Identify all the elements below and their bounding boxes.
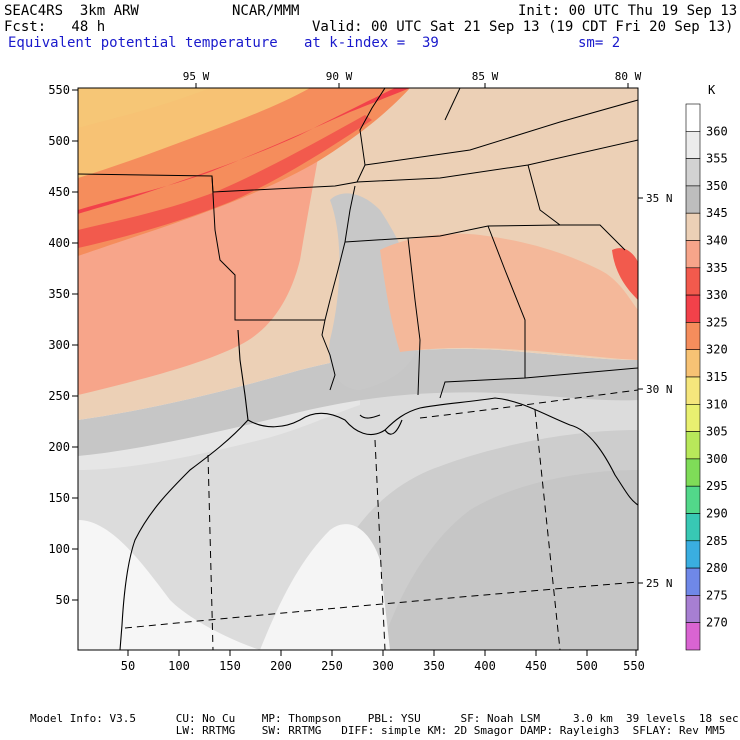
lon-tick-marks <box>195 83 629 88</box>
legend-label: 345 <box>706 206 728 220</box>
lat-tick-marks <box>638 197 643 584</box>
x-tick-label: 50 <box>121 659 135 673</box>
y-tick-label: 250 <box>48 389 70 403</box>
legend-unit: K <box>708 83 716 97</box>
y-tick-label: 350 <box>48 287 70 301</box>
coastline <box>119 329 638 650</box>
legend-label: 300 <box>706 452 728 466</box>
smoothing-label: sm= 2 <box>578 35 621 51</box>
legend-swatch <box>685 458 701 487</box>
lon-label: 95 W <box>183 70 210 83</box>
x-tick-label: 150 <box>219 659 241 673</box>
legend-label: 310 <box>706 397 728 411</box>
legend-swatch <box>685 185 701 214</box>
x-tick-label: 250 <box>321 659 343 673</box>
legend-swatch <box>685 622 701 651</box>
legend-swatch <box>685 540 701 569</box>
field-name: Equivalent potential temperature <box>8 35 278 51</box>
legend-swatch <box>685 131 701 159</box>
legend-swatch <box>685 595 701 624</box>
legend-swatch <box>685 403 701 432</box>
y-tick-label: 200 <box>48 440 70 454</box>
state-boundaries <box>78 88 638 399</box>
x-tick-label: 500 <box>576 659 598 673</box>
legend-swatch <box>685 158 701 187</box>
x-tick-label: 400 <box>474 659 496 673</box>
legend-label: 335 <box>706 261 728 275</box>
legend-swatch <box>685 376 701 405</box>
legend-swatch <box>685 267 701 296</box>
lat-label: 25 N <box>646 577 673 590</box>
lon-label: 80 W <box>615 70 642 83</box>
legend-label: 285 <box>706 534 728 548</box>
legend-swatch <box>685 294 701 323</box>
init-time: Init: 00 UTC Thu 19 Sep 13 <box>518 3 738 19</box>
y-tick-label: 500 <box>48 134 70 148</box>
legend-label: 295 <box>706 479 728 493</box>
legend-swatch <box>685 513 701 542</box>
theta-e-field <box>78 88 638 650</box>
legend-label: 360 <box>706 124 728 138</box>
field-level: at k-index = 39 <box>304 35 439 51</box>
legend-label: 290 <box>706 507 728 521</box>
x-tick-label: 450 <box>525 659 547 673</box>
y-tick-label: 550 <box>48 83 70 97</box>
x-tick-label: 100 <box>168 659 190 673</box>
legend-label: 270 <box>706 616 728 630</box>
model-info-line1: Model Info: V3.5 CU: No Cu MP: Thompson … <box>30 712 739 725</box>
legend-label: 340 <box>706 234 728 248</box>
legend-swatch <box>685 322 701 350</box>
legend-swatch <box>685 349 701 378</box>
x-tick-marks <box>127 650 637 656</box>
legend-label: 320 <box>706 343 728 357</box>
model-title: SEAC4RS 3km ARW <box>4 3 139 19</box>
legend-label: 325 <box>706 315 728 329</box>
color-legend: 360 355 350 345 340 335 330 325 320 315 310 305 300 2… <box>685 103 728 651</box>
legend-swatch <box>685 103 701 132</box>
y-tick-label: 450 <box>48 185 70 199</box>
center-title: NCAR/MMM <box>232 3 300 19</box>
legend-swatch <box>685 567 701 596</box>
legend-swatch <box>685 431 701 460</box>
legend-swatch <box>685 485 701 514</box>
y-tick-label: 50 <box>56 593 70 607</box>
x-tick-label: 200 <box>270 659 292 673</box>
legend-label: 305 <box>706 425 728 439</box>
lat-lon-grid <box>124 389 638 650</box>
legend-label: 315 <box>706 370 728 384</box>
lon-label: 85 W <box>472 70 499 83</box>
y-tick-label: 100 <box>48 542 70 556</box>
legend-label: 275 <box>706 588 728 602</box>
legend-swatch <box>685 212 701 241</box>
legend-label: 280 <box>706 561 728 575</box>
x-tick-label: 300 <box>372 659 394 673</box>
y-tick-label: 300 <box>48 338 70 352</box>
lat-label: 30 N <box>646 383 673 396</box>
x-tick-label: 350 <box>423 659 445 673</box>
valid-time: Valid: 00 UTC Sat 21 Sep 13 (19 CDT Fri … <box>312 19 734 35</box>
y-tick-marks <box>72 89 78 601</box>
x-tick-label: 550 <box>623 659 645 673</box>
legend-label: 355 <box>706 152 728 166</box>
y-tick-label: 150 <box>48 491 70 505</box>
y-tick-label: 400 <box>48 236 70 250</box>
lat-label: 35 N <box>646 192 673 205</box>
legend-label: 330 <box>706 288 728 302</box>
legend-label: 350 <box>706 179 728 193</box>
model-info-line2: LW: RRTMG SW: RRTMG DIFF: simple KM: 2D … <box>30 724 726 737</box>
lon-label: 90 W <box>326 70 353 83</box>
forecast-hour: Fcst: 48 h <box>4 19 106 35</box>
legend-swatch <box>685 240 701 269</box>
plot-frame <box>77 87 639 651</box>
